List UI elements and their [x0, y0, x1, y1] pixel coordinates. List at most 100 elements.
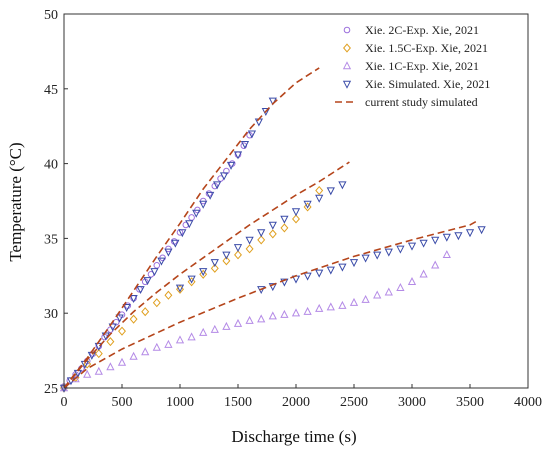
data-point	[315, 269, 324, 278]
data-point	[245, 244, 254, 254]
data-point	[226, 161, 236, 170]
y-tick-label: 35	[44, 232, 58, 247]
data-point	[407, 242, 417, 251]
data-point	[185, 220, 194, 229]
data-point	[268, 311, 277, 320]
data-point	[199, 269, 208, 279]
y-tick-label: 40	[44, 158, 58, 173]
data-point	[384, 287, 393, 296]
data-point	[129, 295, 138, 304]
data-point	[106, 362, 115, 371]
legend-label: Xie. 2C-Exp. Xie, 2021	[365, 23, 479, 37]
dashed-fit-line	[63, 219, 479, 389]
data-point	[326, 302, 335, 311]
data-point	[143, 277, 152, 286]
data-point	[338, 263, 347, 272]
data-point	[245, 315, 254, 324]
data-point	[280, 278, 289, 287]
data-point	[117, 357, 127, 366]
data-point	[210, 324, 219, 333]
data-point	[171, 239, 180, 248]
data-point	[315, 194, 324, 203]
data-point	[94, 342, 103, 351]
x-tick-label: 2000	[282, 395, 310, 410]
data-point	[164, 290, 173, 300]
data-point	[157, 257, 166, 266]
data-point	[233, 151, 243, 160]
data-point	[141, 347, 150, 356]
legend-item: Xie. Simulated. Xie, 2021	[342, 77, 490, 91]
data-point	[247, 130, 257, 139]
data-point	[326, 187, 335, 196]
data-point	[178, 229, 187, 238]
data-point	[122, 304, 131, 313]
legend-item: Xie. 2C-Exp. Xie, 2021	[343, 23, 479, 37]
data-point	[442, 250, 451, 259]
data-point	[454, 232, 463, 241]
x-tick-label: 2500	[340, 395, 368, 410]
data-point	[280, 223, 289, 233]
data-point	[315, 303, 324, 312]
data-point	[291, 208, 301, 217]
data-point	[175, 284, 185, 293]
data-point	[108, 323, 117, 332]
y-tick-label: 30	[44, 307, 58, 322]
data-point	[257, 314, 266, 323]
y-tick-label: 50	[44, 8, 58, 23]
data-point	[164, 339, 173, 348]
data-point	[150, 268, 159, 277]
x-tick-label: 4000	[514, 395, 542, 410]
data-point	[129, 351, 138, 360]
data-point	[431, 236, 440, 245]
x-tick-label: 500	[112, 395, 133, 410]
legend-label: Xie. 1.5C-Exp. Xie, 2021	[365, 41, 488, 55]
x-tick-label: 3000	[398, 395, 426, 410]
data-point	[477, 226, 486, 235]
data-point	[83, 369, 92, 378]
data-point	[280, 215, 289, 224]
data-point	[349, 297, 359, 306]
data-point	[187, 277, 196, 287]
data-point	[188, 214, 195, 221]
x-tick-label: 1000	[166, 395, 194, 410]
data-point	[187, 275, 196, 284]
x-axis-title: Discharge time (s)	[231, 427, 356, 446]
data-point	[206, 191, 215, 200]
data-point	[303, 202, 312, 212]
plot-area	[59, 67, 486, 393]
data-point	[222, 251, 231, 260]
data-point	[384, 248, 393, 257]
legend-item: Xie. 1.5C-Exp. Xie, 2021	[343, 41, 488, 55]
data-point	[210, 263, 219, 273]
y-tick-label: 45	[44, 83, 58, 98]
data-point	[240, 140, 250, 149]
data-point	[245, 236, 254, 245]
y-tick-label: 25	[44, 382, 58, 397]
data-point	[349, 259, 359, 268]
legend-item: Xie. 1C-Exp. Xie, 2021	[342, 59, 479, 73]
data-point	[222, 321, 231, 330]
data-point	[396, 245, 405, 254]
data-point	[94, 366, 103, 375]
data-point	[83, 359, 92, 369]
legend-label: current study simulated	[365, 95, 478, 109]
data-point	[222, 256, 231, 266]
data-point	[407, 276, 417, 285]
data-point	[257, 229, 266, 238]
data-point	[373, 290, 382, 299]
data-point	[396, 282, 405, 291]
data-point	[141, 307, 150, 317]
data-point	[233, 318, 243, 327]
data-point	[261, 108, 270, 117]
data-point	[465, 229, 475, 238]
data-point	[268, 229, 277, 239]
data-point	[303, 272, 312, 281]
dashed-fit-line	[63, 161, 350, 389]
data-point	[164, 248, 173, 257]
data-point	[303, 306, 312, 315]
data-point	[257, 286, 266, 295]
data-point	[268, 221, 277, 230]
data-point	[268, 283, 277, 292]
data-point	[199, 268, 208, 277]
